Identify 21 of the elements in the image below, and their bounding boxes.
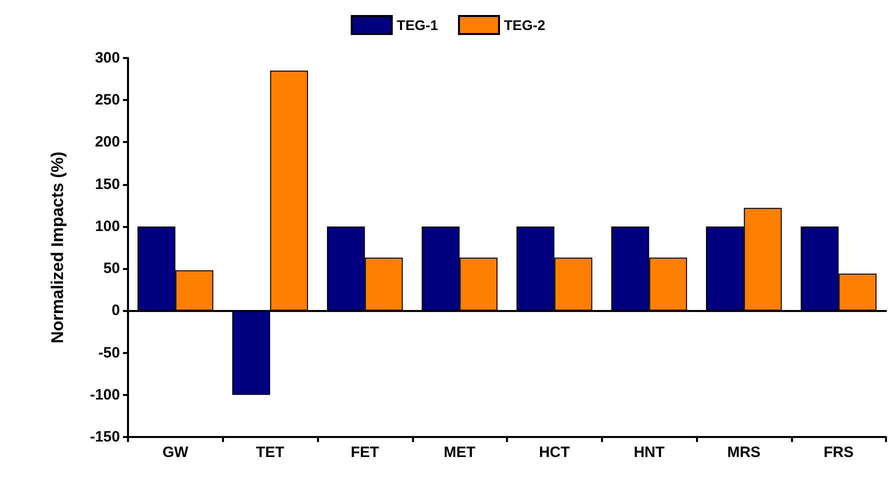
x-tick-label: FET: [350, 444, 380, 461]
x-tick-label: HNT: [634, 444, 665, 461]
y-axis-title: Normalized Impacts (%): [48, 152, 67, 344]
x-tick-label: TET: [256, 444, 284, 461]
y-tick-label: 100: [94, 218, 120, 235]
x-tick-label: GW: [162, 444, 190, 461]
y-tick-label: 50: [103, 260, 120, 278]
legend-label: TEG-1: [396, 17, 438, 33]
legend-label: TEG-2: [504, 17, 546, 33]
y-tick-label: 250: [94, 92, 120, 109]
x-tick-label: HCT: [538, 444, 570, 461]
y-tick-label: 300: [94, 50, 120, 66]
y-tick-label: 200: [94, 134, 120, 151]
x-tick-label: MRS: [727, 444, 761, 461]
y-tick-label: 0: [112, 302, 120, 320]
y-tick-label: -100: [90, 386, 120, 404]
y-tick-label: -150: [90, 428, 120, 446]
x-tick-label: MET: [444, 444, 476, 461]
x-tick-label: FRS: [824, 444, 854, 461]
y-tick-label: 150: [94, 176, 120, 193]
y-tick-label: -50: [98, 344, 120, 362]
